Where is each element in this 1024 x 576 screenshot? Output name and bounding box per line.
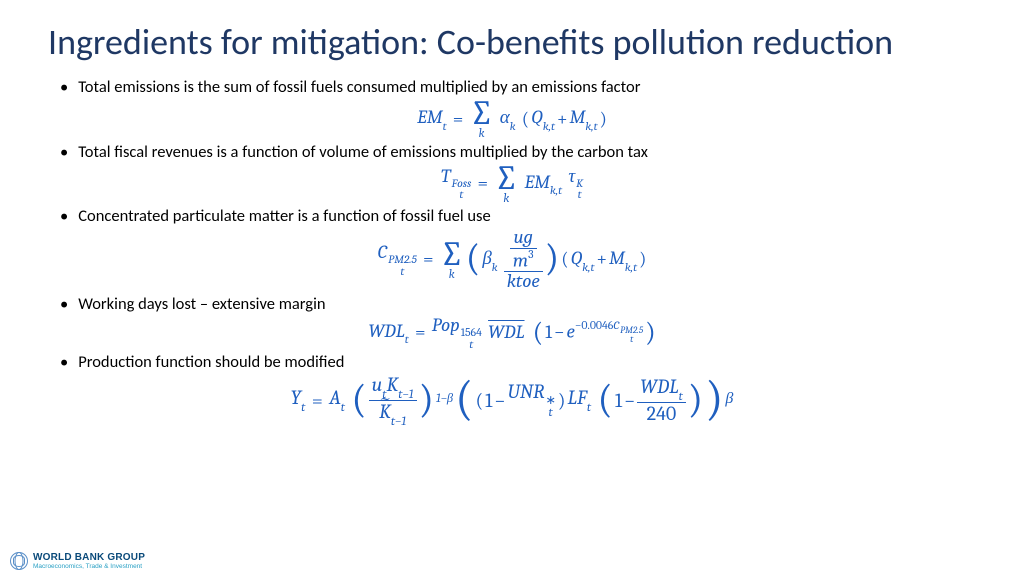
equation-prodfn: Yt = At ( utKt−1 Kt−1 )1−β ( (1 − UNR∗t …: [48, 374, 976, 427]
world-bank-logo: WORLD BANK GROUP Macroeconomics, Trade &…: [10, 552, 145, 570]
equation-emissions: EMt = ∑k αk ( Qk,t + Mk,t ): [48, 99, 976, 139]
equation-wdl: WDLt = Pop1564t WDL ( 1 − e−0.0046CPM2.5…: [48, 316, 976, 350]
equation-pm25: CPM2.5t = ∑k ( βk ug m3 ktoe ) ( Qk,t + …: [48, 228, 976, 292]
bullet-wdl: Working days lost – extensive margin: [48, 294, 976, 314]
globe-icon: [10, 552, 28, 570]
bullet-text: Total emissions is the sum of fossil fue…: [78, 77, 640, 97]
logo-subtitle: Macroeconomics, Trade & Investment: [33, 563, 145, 570]
bullet-text: Total fiscal revenues is a function of v…: [78, 142, 648, 162]
slide-title: Ingredients for mitigation: Co-benefits …: [48, 22, 976, 63]
bullet-emissions: Total emissions is the sum of fossil fue…: [48, 77, 976, 97]
logo-name: WORLD BANK GROUP: [33, 552, 145, 563]
bullet-text: Production function should be modified: [78, 352, 344, 372]
bullet-text: Concentrated particulate matter is a fun…: [78, 206, 491, 226]
equation-fiscal: TFosst = ∑k EMk,t τKt: [48, 164, 976, 204]
bullet-pm25: Concentrated particulate matter is a fun…: [48, 206, 976, 226]
bullet-prodfn: Production function should be modified: [48, 352, 976, 372]
bullet-text: Working days lost – extensive margin: [78, 294, 325, 314]
